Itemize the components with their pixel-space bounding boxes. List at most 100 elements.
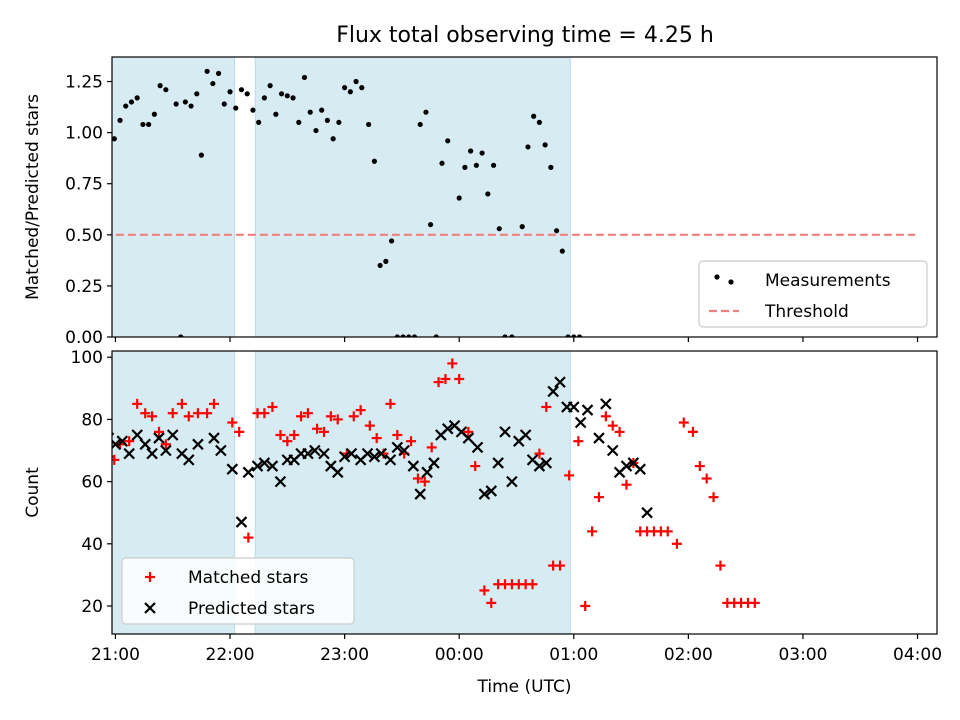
measurement-point bbox=[417, 121, 423, 128]
cross-b bbox=[407, 460, 420, 472]
predicted-stars-point bbox=[345, 447, 358, 460]
measurement-point bbox=[112, 136, 117, 142]
matched-stars-point bbox=[289, 429, 300, 440]
axes-frame bbox=[111, 350, 938, 635]
axes-frame bbox=[111, 56, 938, 338]
matched-stars-point bbox=[593, 492, 604, 503]
predicted-stars-point bbox=[251, 460, 264, 472]
matched-stars-point bbox=[687, 426, 698, 437]
predicted-stars-point bbox=[309, 444, 321, 457]
measurement-point bbox=[210, 80, 216, 87]
predicted-stars-point bbox=[182, 454, 195, 466]
predicted-stars-point bbox=[139, 438, 152, 451]
matched-stars-point bbox=[587, 526, 598, 537]
cross-b bbox=[144, 602, 156, 614]
measurement-point bbox=[290, 95, 296, 101]
cross-b bbox=[641, 506, 653, 519]
x-tick-label: 01:00 bbox=[549, 645, 598, 665]
cross-b bbox=[391, 441, 404, 454]
matched-stars-point bbox=[332, 414, 343, 425]
measurement-point bbox=[406, 334, 412, 337]
matched-stars-point bbox=[406, 436, 417, 447]
matched-stars-point bbox=[454, 373, 465, 384]
chart-title: Flux total observing time = 4.25 h bbox=[336, 23, 714, 48]
predicted-stars-point bbox=[478, 488, 491, 500]
matched-stars-point bbox=[227, 417, 238, 428]
measurement-point bbox=[64, 206, 69, 211]
measurement-point bbox=[559, 248, 565, 254]
legend-marker-matched bbox=[145, 572, 155, 582]
measurement-point bbox=[301, 74, 308, 81]
predicted-stars-point bbox=[375, 447, 388, 460]
predicted-stars-point bbox=[76, 508, 86, 518]
cross-b bbox=[455, 426, 468, 438]
matched-stars-point bbox=[364, 420, 375, 431]
measurement-point bbox=[151, 111, 157, 117]
predicted-stars-point bbox=[620, 460, 633, 472]
y-tick-label: 1.25 bbox=[65, 73, 103, 93]
measurement-point bbox=[82, 105, 87, 110]
measurement-point bbox=[468, 148, 474, 154]
y-tick-label: 80 bbox=[81, 410, 103, 430]
legend-marker-measurements bbox=[714, 274, 720, 280]
cross-b bbox=[627, 457, 640, 469]
measurement-point bbox=[233, 105, 239, 111]
predicted-stars-point bbox=[593, 432, 605, 444]
y-tick-label: 40 bbox=[81, 535, 103, 555]
matched-stars-point bbox=[708, 492, 719, 503]
matched-stars-point bbox=[607, 420, 618, 431]
measurement-point bbox=[377, 262, 383, 269]
legend-box bbox=[121, 557, 355, 625]
measurement-point bbox=[473, 162, 479, 168]
measurement-point bbox=[198, 152, 204, 158]
measurement-point bbox=[548, 164, 554, 170]
measurement-point bbox=[227, 89, 233, 95]
measurement-point bbox=[571, 334, 577, 337]
legend-marker-measurements bbox=[728, 279, 734, 285]
predicted-stars-point bbox=[192, 438, 204, 451]
cross-b bbox=[192, 438, 204, 451]
x-axis-label: Time (UTC) bbox=[477, 677, 572, 697]
cross-b bbox=[160, 444, 172, 457]
matched-stars-point bbox=[701, 473, 712, 484]
measurement-point bbox=[509, 334, 515, 337]
legend-label: Measurements bbox=[765, 271, 891, 291]
measurement-point bbox=[117, 117, 123, 123]
matched-stars-point bbox=[463, 426, 474, 437]
matched-stars-point bbox=[371, 433, 382, 444]
measurement-point bbox=[140, 121, 146, 128]
cross-b bbox=[57, 554, 67, 564]
matched-stars-point bbox=[671, 538, 682, 549]
predicted-stars-point bbox=[506, 475, 518, 488]
cross-b bbox=[526, 454, 539, 466]
measurement-point bbox=[576, 334, 583, 337]
predicted-stars-point bbox=[57, 554, 67, 564]
predicted-stars-point bbox=[540, 457, 553, 469]
predicted-stars-point bbox=[235, 516, 248, 528]
matched-stars-point bbox=[243, 532, 254, 543]
measurement-point bbox=[531, 113, 537, 119]
measurement-point bbox=[106, 144, 111, 149]
cross-b bbox=[302, 447, 314, 460]
predicted-stars-point bbox=[414, 488, 427, 500]
cross-b bbox=[68, 511, 78, 521]
measurement-point bbox=[479, 150, 485, 156]
cross-b bbox=[567, 401, 580, 413]
matched-stars-point bbox=[355, 405, 366, 416]
predicted-stars-point bbox=[391, 441, 404, 454]
predicted-stars-point bbox=[242, 466, 255, 479]
measurement-point bbox=[330, 136, 336, 142]
measurement-point bbox=[313, 127, 319, 134]
cross-b bbox=[274, 475, 287, 488]
predicted-stars-point bbox=[123, 447, 135, 460]
predicted-stars-point bbox=[574, 416, 587, 429]
matched-stars-point bbox=[527, 579, 538, 590]
measurement-point bbox=[163, 87, 169, 93]
measurement-point bbox=[157, 83, 163, 89]
cross-b bbox=[361, 447, 374, 460]
legend: Matched stars Predicted stars bbox=[121, 557, 355, 625]
predicted-stars-point bbox=[485, 485, 498, 497]
measurement-point bbox=[100, 146, 105, 151]
series-matched-stars bbox=[112, 358, 760, 612]
